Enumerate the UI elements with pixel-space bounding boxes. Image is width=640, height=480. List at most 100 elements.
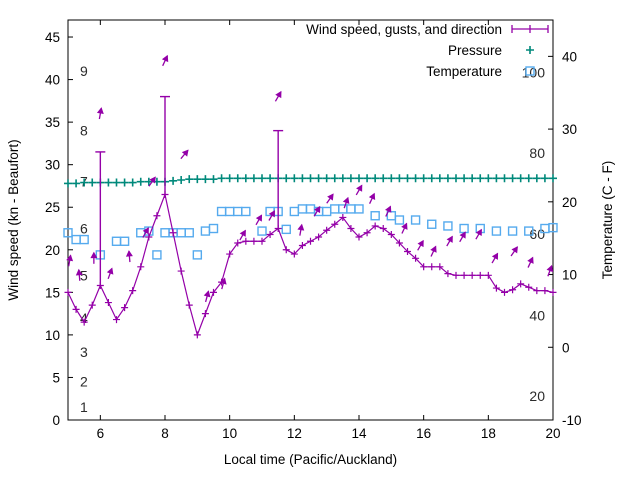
wind-marker bbox=[468, 271, 476, 279]
y-tick-label: 45 bbox=[45, 30, 60, 45]
temperature-marker bbox=[410, 215, 421, 225]
pressure-marker bbox=[460, 174, 469, 183]
wind-marker bbox=[64, 288, 72, 296]
wind-marker bbox=[347, 225, 355, 233]
temperature-marker bbox=[160, 228, 170, 238]
temperature-marker bbox=[354, 204, 364, 214]
x-tick-label: 10 bbox=[222, 426, 237, 441]
beaufort-label: 9 bbox=[80, 63, 88, 79]
pressure-marker bbox=[185, 175, 194, 184]
temperature-marker bbox=[71, 234, 81, 245]
wind-direction-arrow-head bbox=[219, 277, 227, 285]
y-tick-label: 30 bbox=[45, 158, 60, 173]
wind-direction-arrow-head bbox=[314, 205, 321, 214]
wind-marker bbox=[452, 271, 460, 279]
wind-marker bbox=[436, 263, 444, 271]
wind-marker bbox=[80, 318, 88, 326]
pressure-marker bbox=[379, 174, 388, 183]
wind-direction-arrow-head bbox=[491, 252, 499, 260]
temperature-marker bbox=[548, 222, 558, 233]
wind-marker bbox=[121, 304, 129, 312]
pressure-marker bbox=[516, 174, 525, 183]
wind-marker bbox=[185, 301, 193, 309]
wind-direction-arrow-head bbox=[125, 250, 133, 257]
pressure-marker bbox=[508, 174, 517, 183]
wind-marker bbox=[113, 316, 120, 324]
temperature-marker bbox=[216, 206, 227, 217]
wind-marker bbox=[129, 287, 137, 295]
pressure-marker bbox=[549, 174, 557, 183]
wind-marker bbox=[226, 250, 234, 258]
wind-marker bbox=[161, 190, 169, 198]
temperature-marker bbox=[79, 234, 89, 245]
fahrenheit-label: 80 bbox=[529, 145, 545, 161]
wind-marker bbox=[169, 229, 177, 237]
wind-marker bbox=[177, 267, 185, 275]
pressure-marker bbox=[290, 174, 299, 183]
temperature-marker bbox=[224, 206, 235, 217]
wind-direction-arrow-head bbox=[297, 223, 305, 231]
pressure-marker bbox=[241, 174, 250, 183]
wind-marker bbox=[193, 331, 201, 339]
pressure-marker bbox=[314, 174, 323, 183]
pressure-marker bbox=[209, 175, 218, 184]
y2-tick-label: 20 bbox=[562, 195, 577, 210]
wind-direction-arrow-head bbox=[268, 210, 275, 218]
beaufort-label: 2 bbox=[80, 374, 88, 390]
wind-marker bbox=[104, 299, 112, 307]
temperature-marker bbox=[459, 223, 469, 234]
pressure-marker bbox=[468, 174, 477, 183]
temperature-marker bbox=[330, 204, 340, 214]
pressure-marker bbox=[266, 174, 275, 183]
wind-direction-arrow-head bbox=[459, 231, 466, 239]
pressure-marker bbox=[330, 174, 339, 183]
x-tick-label: 14 bbox=[351, 426, 367, 441]
wind-direction-arrow-head bbox=[255, 214, 263, 222]
pressure-marker bbox=[136, 177, 145, 186]
temperature-marker bbox=[289, 206, 300, 217]
beaufort-label: 4 bbox=[80, 310, 88, 326]
wind-marker bbox=[210, 288, 217, 296]
wind-direction-arrow-head bbox=[546, 264, 554, 273]
y2-tick-label: 10 bbox=[562, 268, 577, 283]
temperature-marker bbox=[241, 206, 251, 217]
temperature-marker bbox=[507, 226, 518, 236]
legend-label: Temperature bbox=[426, 64, 502, 79]
wind-marker bbox=[412, 254, 420, 262]
wind-direction-arrow-head bbox=[106, 267, 114, 275]
wind-direction-arrow-head bbox=[527, 256, 534, 264]
pressure-marker bbox=[201, 175, 210, 184]
temperature-marker bbox=[394, 215, 405, 225]
temperature-marker bbox=[208, 223, 219, 234]
wind-direction-arrow-head bbox=[203, 290, 211, 298]
y-tick-label: 0 bbox=[52, 413, 60, 428]
pressure-marker bbox=[452, 174, 460, 183]
wind-direction-arrow-head bbox=[90, 251, 98, 259]
x-tick-label: 20 bbox=[545, 426, 560, 441]
temperature-marker bbox=[491, 226, 502, 236]
pressure-marker bbox=[80, 178, 89, 187]
wind-direction-arrow-head bbox=[511, 246, 518, 254]
wind-marker bbox=[137, 263, 145, 271]
wind-direction-arrow-head bbox=[161, 54, 169, 63]
pressure-marker bbox=[403, 174, 412, 183]
pressure-marker bbox=[411, 174, 420, 183]
pressure-marker bbox=[435, 174, 444, 183]
pressure-marker bbox=[540, 174, 549, 183]
pressure-marker bbox=[355, 174, 363, 183]
y-axis-title: Wind speed (kn - Beaufort) bbox=[6, 139, 21, 300]
wind-direction-arrow-head bbox=[475, 228, 482, 237]
pressure-marker bbox=[371, 174, 380, 183]
wind-marker bbox=[258, 237, 266, 245]
wind-direction-arrow-head bbox=[142, 227, 149, 235]
pressure-marker bbox=[128, 178, 137, 187]
y-tick-label: 15 bbox=[45, 285, 60, 300]
pressure-marker bbox=[112, 178, 121, 187]
pressure-marker bbox=[427, 174, 436, 183]
pressure-marker bbox=[169, 176, 178, 185]
pressure-marker bbox=[282, 174, 291, 183]
temperature-marker bbox=[305, 204, 316, 214]
temperature-marker bbox=[427, 219, 437, 229]
wind-marker bbox=[395, 239, 403, 247]
pressure-marker bbox=[258, 174, 266, 183]
